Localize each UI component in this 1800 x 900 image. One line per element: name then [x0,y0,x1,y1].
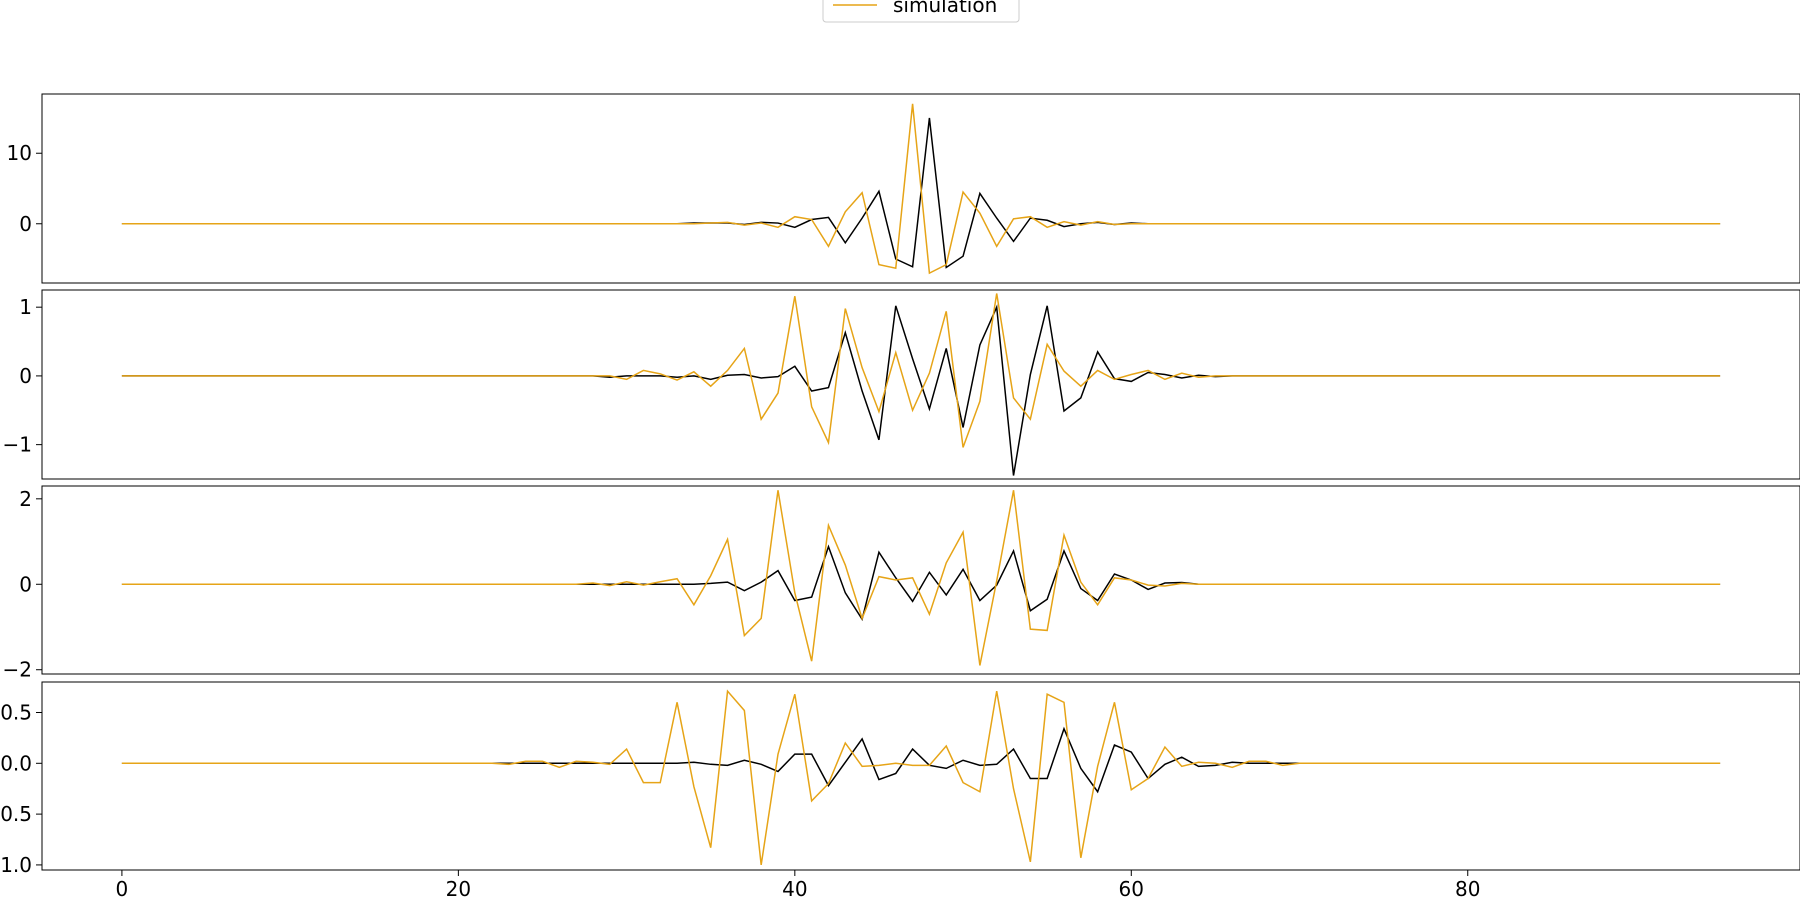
y-tick-label: 0.0 [0,751,32,775]
series-line-simulation [121,490,1721,666]
panels: 0 10 −1 0 1 −2 0 2 1.0 0.5 0.0 0.5 [0,93,1800,877]
x-tick-label: 0 [116,877,129,900]
legend-label-simulation: simulation [893,0,997,17]
legend: simulation [822,0,1020,23]
series-line-simulation [121,689,1721,866]
y-tick-label: 1 [19,295,32,319]
panel-3: −2 0 2 [3,485,1800,682]
y-tick-label: 0 [19,212,32,236]
panel-frame [41,93,1800,284]
panel-1: 0 10 [7,93,1800,284]
panel-frame [41,681,1800,871]
series-line-simulation [121,103,1721,275]
series-line-reference [121,726,1721,794]
panel-2: −1 0 1 [3,289,1800,480]
panel-4: 1.0 0.5 0.0 0.5 [0,681,1800,877]
series-line-reference [121,544,1721,622]
x-tick-label: 60 [1119,877,1144,900]
y-tick-label: 0.5 [0,802,32,826]
panel-frame [41,289,1800,480]
y-tick-label: −2 [3,658,32,682]
x-tick-label: 40 [782,877,807,900]
y-tick-label: 0 [19,572,32,596]
y-tick-label: 10 [7,141,32,165]
series-line-simulation [121,293,1721,448]
y-tick-label: 0 [19,364,32,388]
x-tick-label: 20 [446,877,471,900]
y-tick-label: 2 [19,487,32,511]
x-tick-label: 80 [1455,877,1480,900]
y-tick-label: −1 [3,433,32,457]
x-axis: 0 20 40 60 80 [116,870,1480,900]
y-tick-label: 1.0 [0,853,32,877]
panel-frame [41,485,1800,675]
y-tick-label: 0.5 [0,700,32,724]
